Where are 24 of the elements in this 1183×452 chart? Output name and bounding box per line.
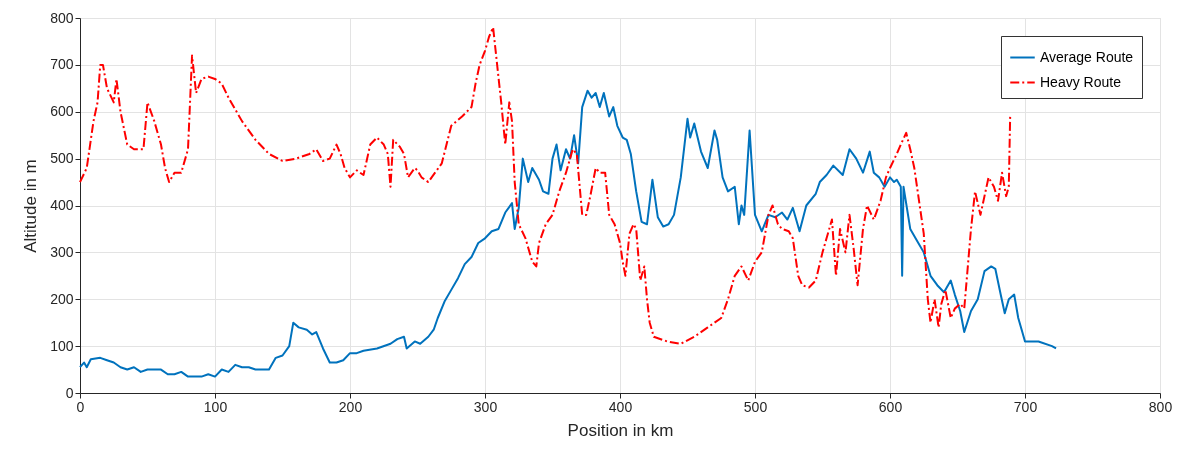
y-axis-title: Altitude in m [21,159,41,253]
line-series [79,89,1058,378]
line-series [79,26,1012,345]
x-tick-label: 100 [203,398,228,415]
x-tick-label: 300 [473,398,498,415]
legend-label: Heavy Route [1040,73,1122,90]
x-tick-label: 600 [878,398,903,415]
x-tick-label: 700 [1013,398,1038,415]
y-tick-label: 200 [50,290,74,307]
x-axis-title: Position in km [567,420,674,440]
y-tick-label: 0 [65,384,74,401]
x-tick-label: 200 [338,398,363,415]
y-tick-label: 800 [50,9,74,26]
x-tick-label: 400 [608,398,633,415]
x-tick-label: 800 [1148,398,1173,415]
y-tick-label: 300 [50,243,74,260]
y-tick-label: 400 [50,197,74,213]
x-tick-label: 500 [743,398,768,415]
y-tick-label: 500 [50,150,74,167]
y-tick-label: 700 [50,56,74,73]
x-tick-label: 0 [76,398,85,415]
legend-label: Average Route [1040,48,1134,65]
y-tick-label: 600 [50,103,74,120]
y-tick-label: 100 [50,337,74,354]
